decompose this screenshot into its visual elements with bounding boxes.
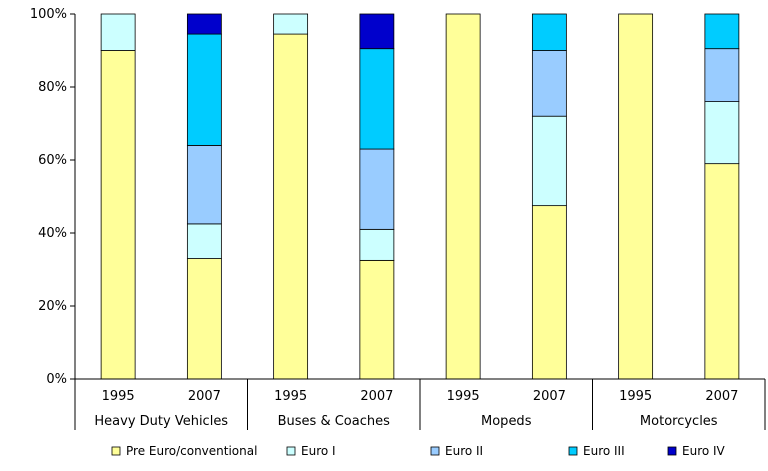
y-tick-label: 80% <box>38 80 67 95</box>
bar-segment <box>531 115 567 207</box>
legend-swatch <box>667 446 677 456</box>
bar-segment <box>186 33 222 146</box>
year-label: 2007 <box>533 389 566 404</box>
bar-segment <box>359 259 395 380</box>
bars <box>100 13 740 380</box>
year-label: 1995 <box>447 389 480 404</box>
category-labels: 1995 2007 Heavy Duty Vehicles 1995 2007 Buses… <box>94 389 738 429</box>
legend-label: Euro III <box>583 444 625 458</box>
bar-segment <box>704 101 740 165</box>
bar-segment <box>445 13 481 380</box>
bar-segment <box>186 223 222 259</box>
y-tick-label: 100% <box>30 7 67 22</box>
legend-label: Euro I <box>301 444 336 458</box>
group-label: Mopeds <box>481 414 532 429</box>
bar-segment <box>359 13 395 50</box>
bar-segment <box>186 144 222 225</box>
bar-segment <box>100 50 136 380</box>
year-label: 2007 <box>188 389 221 404</box>
bar-segment <box>273 33 309 380</box>
year-label: 2007 <box>705 389 738 404</box>
year-label: 2007 <box>360 389 393 404</box>
group-label: Motorcycles <box>640 414 718 429</box>
year-label: 1995 <box>274 389 307 404</box>
group-label: Buses & Coaches <box>278 414 390 429</box>
legend-label: Pre Euro/conventional <box>126 444 257 458</box>
bar-segment <box>531 50 567 117</box>
year-label: 1995 <box>619 389 652 404</box>
bar-segment <box>186 258 222 380</box>
legend-swatch <box>430 446 440 456</box>
legend: Pre Euro/conventional Euro I Euro II Euro I… <box>111 444 726 458</box>
axes <box>74 14 766 430</box>
bar-segment <box>531 13 567 51</box>
group-label: Heavy Duty Vehicles <box>94 414 228 429</box>
bar-segment <box>186 13 222 35</box>
bar-segment <box>100 13 136 51</box>
bar-segment <box>359 228 395 261</box>
y-tick-label: 40% <box>38 226 67 241</box>
legend-label: Euro II <box>445 444 483 458</box>
y-tick-label: 60% <box>38 153 67 168</box>
bar-segment <box>273 13 309 35</box>
legend-swatch <box>111 446 121 456</box>
legend-swatch <box>286 446 296 456</box>
year-label: 1995 <box>102 389 135 404</box>
legend-swatch <box>568 446 578 456</box>
y-axis-ticks: 0% 20% 40% 60% 80% 100% <box>30 7 75 387</box>
bar-segment <box>618 13 654 380</box>
bar-segment <box>704 13 740 50</box>
bar-segment <box>531 205 567 380</box>
y-tick-label: 0% <box>46 372 67 387</box>
bar-segment <box>704 48 740 102</box>
y-tick-label: 20% <box>38 299 67 314</box>
bar-segment <box>359 48 395 150</box>
bar-segment <box>359 148 395 230</box>
bar-segment <box>704 163 740 380</box>
legend-label: Euro IV <box>682 444 726 458</box>
